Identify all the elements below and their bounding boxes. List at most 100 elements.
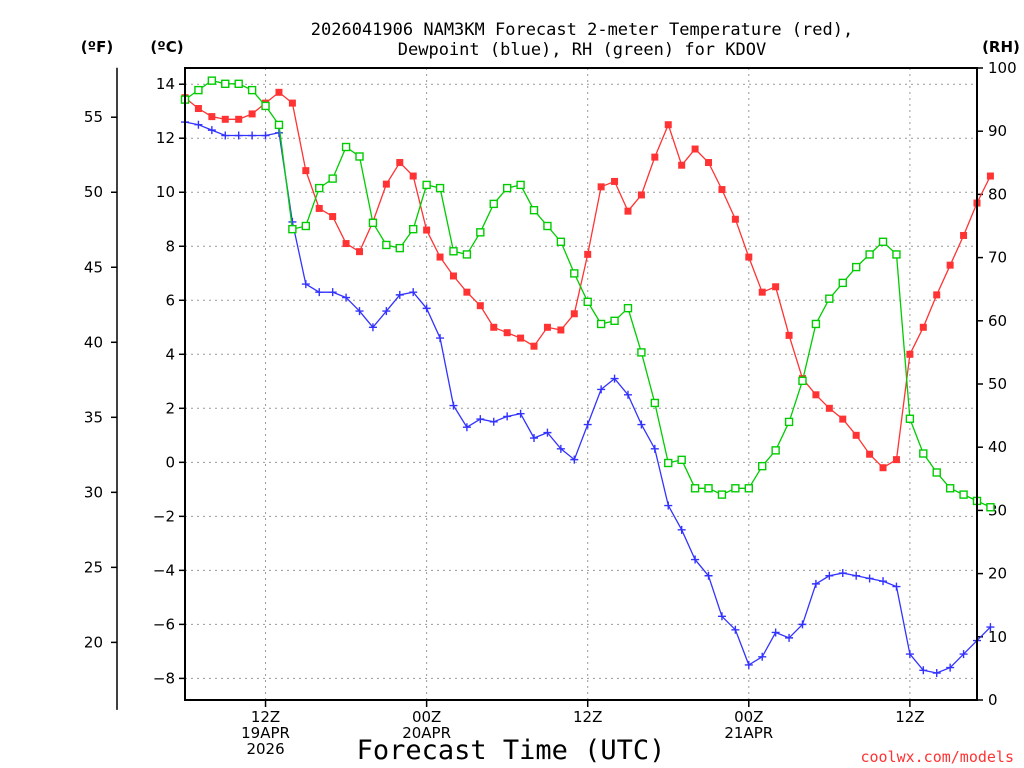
data-point-marker xyxy=(959,650,968,659)
data-point-marker xyxy=(502,183,512,193)
data-point-marker xyxy=(248,110,256,118)
data-point-marker xyxy=(785,331,793,339)
data-point-marker xyxy=(798,620,807,629)
rh-tick-label: 0 xyxy=(988,691,998,709)
series-temperature-c xyxy=(181,88,994,472)
data-point-marker xyxy=(852,431,860,439)
data-point-marker xyxy=(650,398,660,408)
data-point-marker xyxy=(597,183,605,191)
data-point-marker xyxy=(758,288,766,296)
data-point-marker xyxy=(328,288,337,297)
fahrenheit-tick-label: 25 xyxy=(84,558,103,576)
data-point-marker xyxy=(905,650,914,659)
data-point-marker xyxy=(731,625,740,634)
data-point-marker xyxy=(811,579,820,588)
data-point-marker xyxy=(396,159,404,167)
data-point-marker xyxy=(503,412,512,421)
data-point-marker xyxy=(208,113,216,121)
plot-frame xyxy=(184,67,978,701)
data-point-marker xyxy=(288,99,296,107)
rh-tick-label: 10 xyxy=(988,628,1007,646)
data-point-marker xyxy=(194,120,203,129)
data-point-marker xyxy=(637,191,645,199)
celsius-tick-label: −4 xyxy=(153,561,175,579)
data-point-marker xyxy=(717,490,727,499)
data-point-marker xyxy=(784,417,794,427)
data-point-marker xyxy=(623,390,632,399)
data-point-marker xyxy=(342,240,350,248)
data-point-marker xyxy=(517,334,525,342)
data-point-marker xyxy=(825,294,834,303)
fahrenheit-tick-label: 20 xyxy=(84,633,103,651)
data-point-marker xyxy=(731,215,739,223)
data-point-marker xyxy=(570,310,578,318)
data-point-marker xyxy=(221,131,230,140)
fahrenheit-unit-label: (ºF) xyxy=(81,38,113,56)
time-tick-label: 12Z xyxy=(895,708,924,726)
celsius-tick-label: 2 xyxy=(165,399,175,417)
data-point-marker xyxy=(691,555,700,564)
data-point-marker xyxy=(382,180,390,188)
celsius-axis: −8 −6 −4 −2 0 2 4 6 8 10 12 14 xyxy=(153,75,185,687)
data-point-marker xyxy=(409,172,417,180)
data-point-marker xyxy=(651,153,659,161)
rh-tick-label: 60 xyxy=(988,312,1007,330)
data-point-marker xyxy=(583,420,592,429)
data-point-marker xyxy=(234,131,243,140)
data-point-marker xyxy=(906,350,914,358)
data-point-marker xyxy=(422,180,431,190)
data-point-marker xyxy=(435,183,445,193)
data-point-marker xyxy=(274,120,284,130)
data-point-marker xyxy=(892,582,901,591)
data-point-marker xyxy=(690,484,700,493)
data-point-marker xyxy=(302,167,310,175)
time-tick-label: 20APR xyxy=(402,724,451,742)
data-point-marker xyxy=(744,660,753,669)
data-point-marker xyxy=(596,319,606,329)
data-point-marker xyxy=(449,272,457,280)
data-point-marker xyxy=(584,250,592,258)
data-point-marker xyxy=(637,348,646,357)
data-point-marker xyxy=(476,302,484,310)
data-point-marker xyxy=(851,262,861,272)
data-point-marker xyxy=(261,101,270,111)
celsius-tick-label: −2 xyxy=(153,507,175,525)
data-point-marker xyxy=(986,172,994,180)
data-point-marker xyxy=(476,228,485,237)
data-point-marker xyxy=(812,391,820,399)
fahrenheit-tick-label: 55 xyxy=(84,108,103,126)
data-point-marker xyxy=(382,307,391,316)
data-point-marker xyxy=(758,652,767,661)
data-point-marker xyxy=(611,177,619,185)
rh-tick-label: 90 xyxy=(988,122,1007,140)
credit-text: coolwx.com/models xyxy=(860,748,1014,766)
data-point-marker xyxy=(221,79,230,89)
data-point-marker xyxy=(583,297,592,307)
data-point-marker xyxy=(866,450,874,458)
data-point-marker xyxy=(919,323,927,331)
data-point-marker xyxy=(530,342,538,350)
data-point-marker xyxy=(234,79,243,89)
data-point-marker xyxy=(865,574,874,583)
data-point-marker xyxy=(905,414,915,423)
data-point-marker xyxy=(449,247,458,256)
data-point-marker xyxy=(516,180,525,190)
data-point-marker xyxy=(530,434,539,443)
data-point-marker xyxy=(717,612,726,621)
data-point-marker xyxy=(879,464,887,472)
data-point-marker xyxy=(463,288,471,296)
data-point-marker xyxy=(436,334,445,343)
data-point-marker xyxy=(355,152,364,161)
data-point-marker xyxy=(838,569,847,578)
fahrenheit-tick-label: 30 xyxy=(84,483,103,501)
data-point-marker xyxy=(409,224,418,234)
rh-tick-label: 70 xyxy=(988,249,1007,267)
data-point-marker xyxy=(529,205,539,215)
data-point-marker xyxy=(744,484,753,493)
data-point-marker xyxy=(355,307,364,316)
time-tick-label: 00Z xyxy=(734,708,763,726)
rh-tick-label: 40 xyxy=(988,438,1007,456)
rh-tick-label: 20 xyxy=(988,565,1007,583)
celsius-tick-label: 0 xyxy=(165,453,175,471)
